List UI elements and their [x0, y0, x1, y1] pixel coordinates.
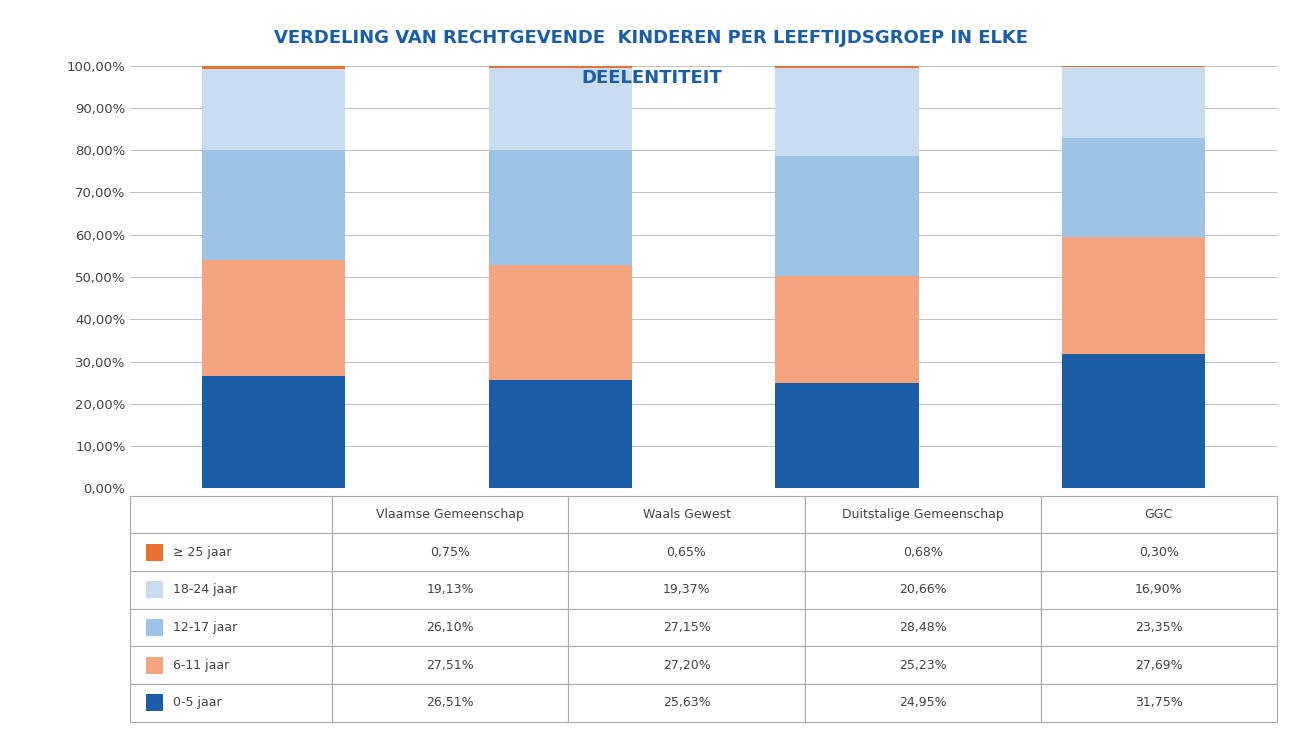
Text: 19,13%: 19,13%	[426, 583, 474, 596]
Bar	[775, 276, 919, 383]
Bar	[202, 149, 345, 260]
Text: 28,48%: 28,48%	[899, 621, 946, 634]
Text: 31,75%: 31,75%	[1135, 696, 1183, 709]
Text: GGC: GGC	[1145, 508, 1173, 521]
Bar	[202, 260, 345, 376]
Text: 26,10%: 26,10%	[426, 621, 474, 634]
Text: 27,69%: 27,69%	[1135, 659, 1183, 671]
Bar	[1062, 66, 1205, 67]
Text: 27,20%: 27,20%	[663, 659, 710, 671]
Bar	[1062, 237, 1205, 354]
Text: DEELENTITEIT: DEELENTITEIT	[581, 69, 722, 87]
Bar	[489, 265, 632, 380]
Text: 26,51%: 26,51%	[426, 696, 474, 709]
Text: 20,66%: 20,66%	[899, 583, 946, 596]
Text: 24,95%: 24,95%	[899, 696, 946, 709]
Bar	[775, 66, 919, 69]
Text: 25,23%: 25,23%	[899, 659, 946, 671]
Bar	[202, 376, 345, 488]
Text: 0-5 jaar: 0-5 jaar	[173, 696, 222, 709]
Text: Duitstalige Gemeenschap: Duitstalige Gemeenschap	[842, 508, 1003, 521]
Bar	[775, 69, 919, 156]
Bar	[489, 150, 632, 265]
Text: Vlaamse Gemeenschap: Vlaamse Gemeenschap	[377, 508, 524, 521]
Text: 27,15%: 27,15%	[663, 621, 710, 634]
Bar	[1062, 139, 1205, 237]
Bar	[202, 66, 345, 69]
Bar	[489, 69, 632, 150]
Text: Waals Gewest: Waals Gewest	[642, 508, 731, 521]
Text: 18-24 jaar: 18-24 jaar	[173, 583, 237, 596]
Text: 19,37%: 19,37%	[663, 583, 710, 596]
Text: 25,63%: 25,63%	[663, 696, 710, 709]
Bar	[202, 69, 345, 149]
Text: 23,35%: 23,35%	[1135, 621, 1183, 634]
Text: ≥ 25 jaar: ≥ 25 jaar	[173, 546, 232, 558]
Text: 0,65%: 0,65%	[667, 546, 706, 558]
Bar	[775, 156, 919, 276]
Text: 0,30%: 0,30%	[1139, 546, 1179, 558]
Text: 27,51%: 27,51%	[426, 659, 474, 671]
Text: 16,90%: 16,90%	[1135, 583, 1183, 596]
Bar	[1062, 67, 1205, 139]
Text: VERDELING VAN RECHTGEVENDE  KINDEREN PER LEEFTIJDSGROEP IN ELKE: VERDELING VAN RECHTGEVENDE KINDEREN PER …	[275, 29, 1028, 47]
Bar	[489, 380, 632, 488]
Bar	[1062, 354, 1205, 488]
Text: 12-17 jaar: 12-17 jaar	[173, 621, 237, 634]
Text: 0,68%: 0,68%	[903, 546, 942, 558]
Bar	[489, 66, 632, 69]
Bar	[775, 383, 919, 488]
Text: 6-11 jaar: 6-11 jaar	[173, 659, 229, 671]
Text: 0,75%: 0,75%	[430, 546, 470, 558]
